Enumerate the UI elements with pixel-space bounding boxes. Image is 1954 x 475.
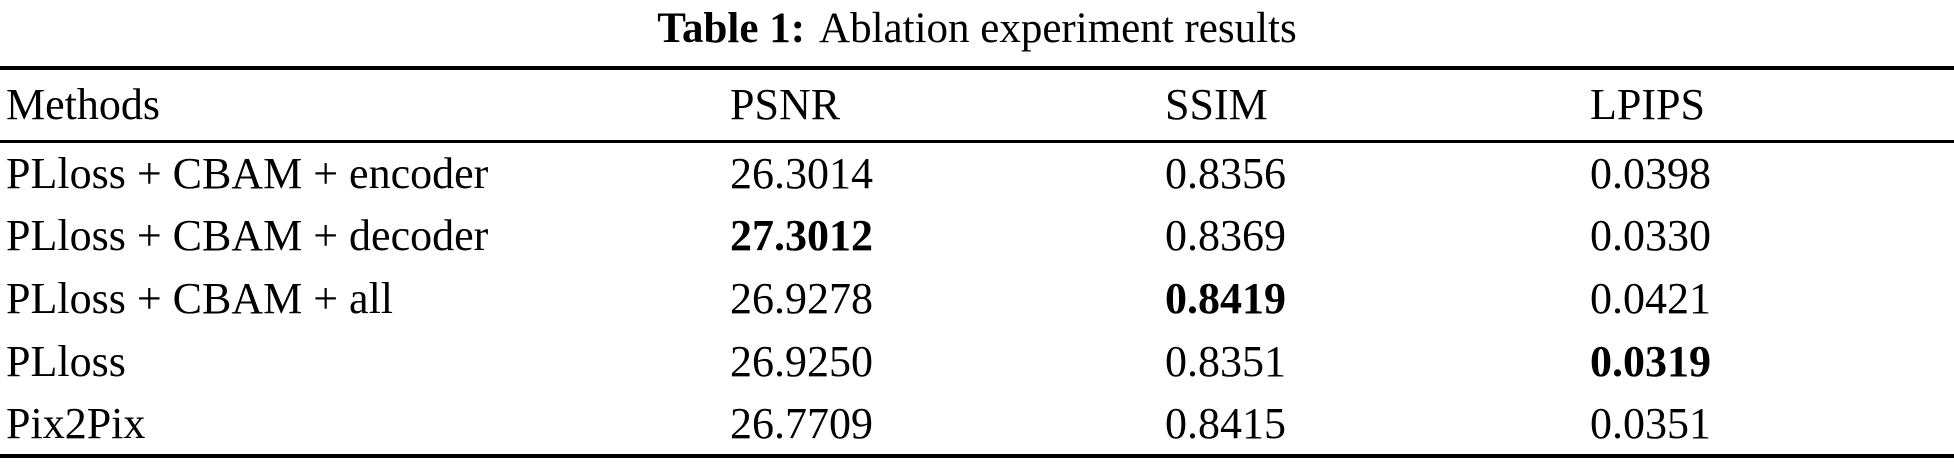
cell-ssim: 0.8356: [1165, 148, 1286, 198]
table-row: Pix2Pix 26.7709 0.8415 0.0351: [0, 393, 1954, 456]
column-header-ssim: SSIM: [1165, 80, 1268, 130]
cell-method: Pix2Pix: [6, 399, 146, 448]
table-body: PLloss + CBAM + encoder 26.3014 0.8356 0…: [0, 141, 1954, 456]
cell-psnr: 27.3012: [730, 211, 873, 260]
table-header: Methods PSNR SSIM LPIPS: [0, 68, 1954, 141]
cell-psnr: 26.7709: [730, 399, 873, 448]
column-header-methods: Methods: [6, 80, 160, 130]
cell-lpips: 0.0319: [1590, 337, 1711, 386]
cell-lpips: 0.0351: [1590, 399, 1711, 448]
table-row: PLloss 26.9250 0.8351 0.0319: [0, 330, 1954, 393]
cell-psnr: 26.9250: [730, 337, 873, 386]
column-header-lpips: LPIPS: [1590, 80, 1705, 130]
column-header-psnr: PSNR: [730, 80, 841, 130]
cell-lpips: 0.0330: [1590, 211, 1711, 260]
cell-ssim: 0.8415: [1165, 399, 1286, 448]
cell-method: PLloss + CBAM + all: [6, 274, 394, 323]
cell-ssim: 0.8369: [1165, 211, 1286, 260]
cell-ssim: 0.8351: [1165, 337, 1286, 386]
cell-method: PLloss: [6, 337, 126, 386]
table-caption-text: Ablation experiment results: [819, 5, 1297, 52]
cell-method: PLloss + CBAM + encoder: [6, 148, 489, 198]
cell-lpips: 0.0421: [1590, 274, 1711, 323]
table-caption: Table 1: Ablation experiment results: [0, 0, 1954, 66]
cell-method: PLloss + CBAM + decoder: [6, 211, 489, 260]
cell-lpips: 0.0398: [1590, 148, 1711, 198]
results-table: Methods PSNR SSIM LPIPS PLloss + CBAM + …: [0, 66, 1954, 458]
cell-psnr: 26.9278: [730, 274, 873, 323]
table-caption-label: Table 1:: [657, 5, 806, 52]
cell-psnr: 26.3014: [730, 148, 873, 198]
cell-ssim: 0.8419: [1165, 274, 1286, 323]
table-row: PLloss + CBAM + all 26.9278 0.8419 0.042…: [0, 267, 1954, 330]
table-row: PLloss + CBAM + encoder 26.3014 0.8356 0…: [0, 141, 1954, 204]
header-row: Methods PSNR SSIM LPIPS: [0, 68, 1954, 141]
table-row: PLloss + CBAM + decoder 27.3012 0.8369 0…: [0, 204, 1954, 267]
